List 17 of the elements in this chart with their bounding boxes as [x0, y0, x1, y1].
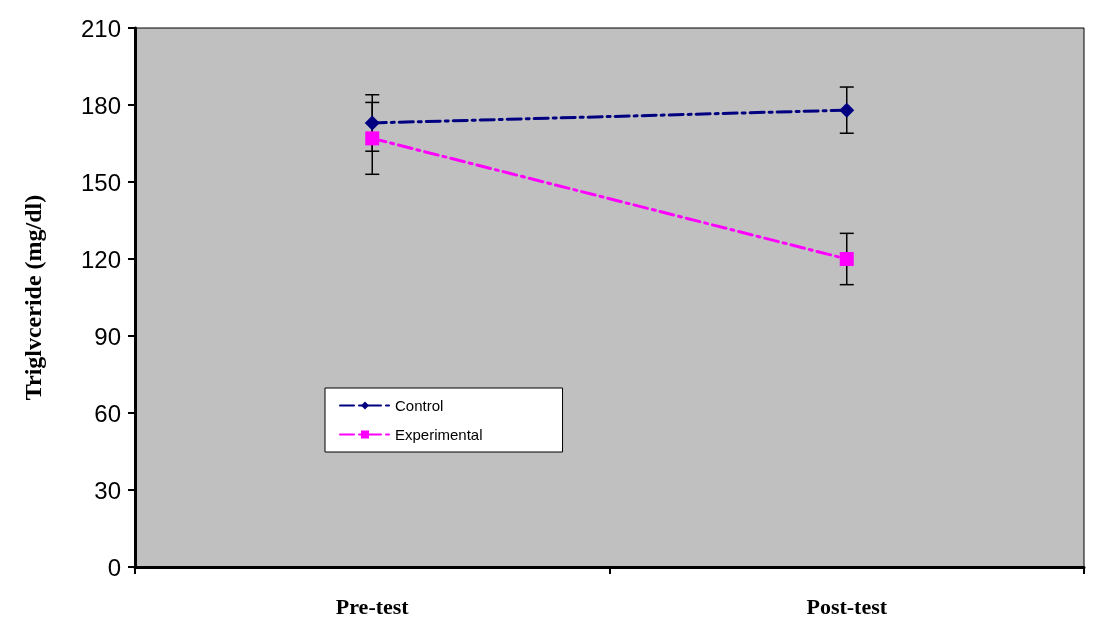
- point: [839, 102, 855, 118]
- y-tick-label: 120: [80, 245, 121, 273]
- legend-label: Experimental: [395, 426, 483, 443]
- y-tick-label: 150: [80, 168, 121, 196]
- point: [365, 131, 380, 146]
- y-tick-label: 210: [80, 14, 121, 42]
- x-tick-label: Post-test: [806, 593, 888, 619]
- y-tick-label: 60: [94, 399, 121, 427]
- y-tick-label: 90: [94, 322, 121, 350]
- legend-label: Control: [395, 397, 444, 414]
- y-tick-label: 180: [80, 91, 121, 119]
- point: [364, 115, 380, 131]
- y-tick-label: 30: [94, 476, 121, 504]
- point: [839, 252, 854, 266]
- y-axis-title: Triglvceride (mg/dl): [20, 194, 46, 401]
- x-tick-label: Pre-test: [335, 593, 410, 619]
- y-tick-label: 0: [107, 553, 121, 581]
